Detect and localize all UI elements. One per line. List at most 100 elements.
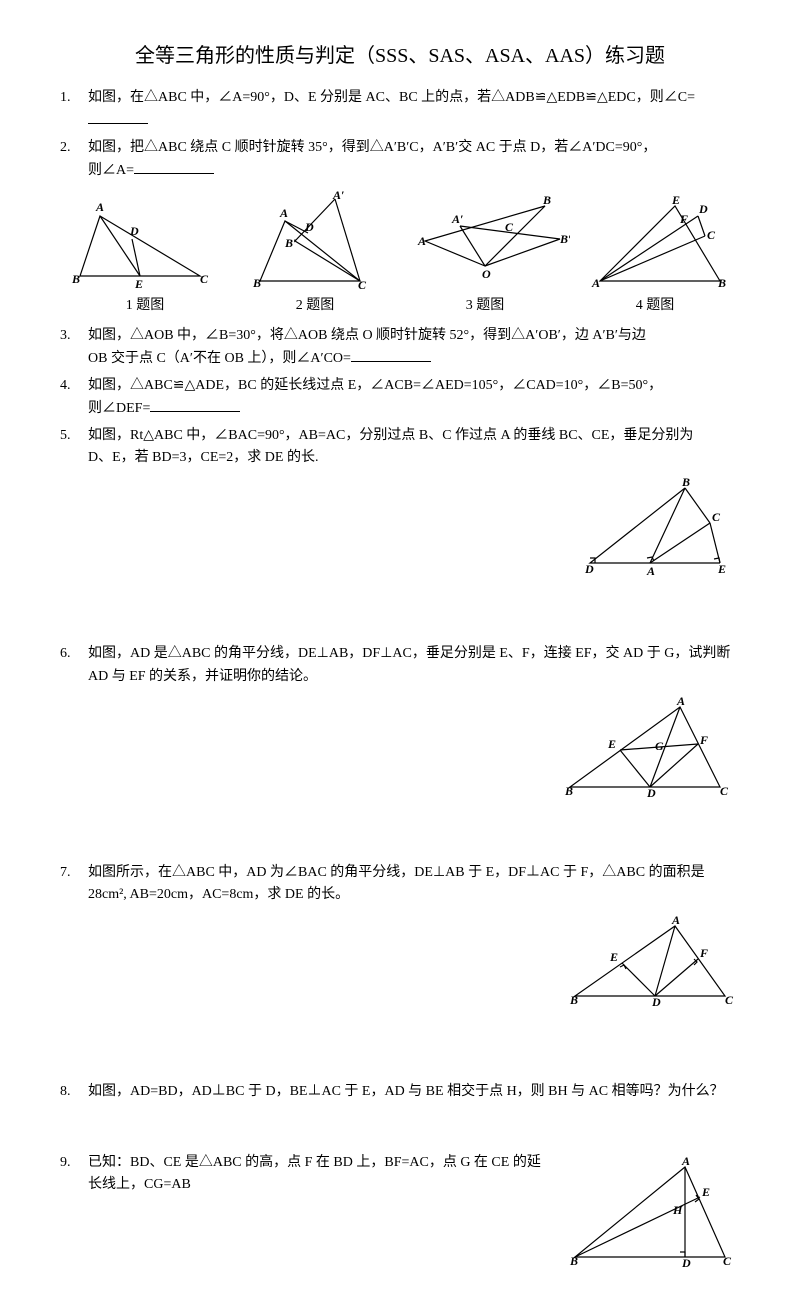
svg-text:G: G bbox=[655, 739, 664, 753]
svg-text:E: E bbox=[717, 562, 726, 576]
svg-text:C: C bbox=[200, 272, 209, 286]
problem-number: 2. bbox=[60, 137, 88, 183]
svg-text:F: F bbox=[699, 733, 708, 747]
problem-number: 3. bbox=[60, 325, 88, 371]
figure-1: A D B E C bbox=[70, 191, 220, 291]
figure-caption: 4 题图 bbox=[636, 295, 675, 317]
svg-text:B′: B′ bbox=[284, 236, 296, 250]
svg-text:B′: B′ bbox=[559, 232, 570, 246]
problem-body: 如图，△ABC≌△ADE，BC 的延长线过点 E，∠ACB=∠AED=105°，… bbox=[88, 378, 662, 393]
problem-number: 6. bbox=[60, 643, 88, 688]
problem-number: 4. bbox=[60, 375, 88, 421]
svg-text:C: C bbox=[358, 278, 367, 291]
figure-7: A B C D E F bbox=[560, 911, 740, 1011]
answer-blank bbox=[150, 397, 240, 412]
svg-text:A′: A′ bbox=[332, 191, 344, 202]
problem-5: 5. 如图，Rt△ABC 中，∠BAC=90°，AB=AC，分别过点 B、C 作… bbox=[60, 425, 740, 470]
problem-body: 如图，把△ABC 绕点 C 顺时针旋转 35°，得到△A′B′C，A′B′交 A… bbox=[88, 140, 656, 155]
problem-number: 1. bbox=[60, 87, 88, 133]
figure-caption: 3 题图 bbox=[466, 295, 505, 317]
problem-text: 如图，Rt△ABC 中，∠BAC=90°，AB=AC，分别过点 B、C 作过点 … bbox=[88, 425, 740, 470]
svg-text:D: D bbox=[698, 202, 708, 216]
svg-text:E: E bbox=[134, 277, 143, 291]
problem-text: 已知：BD、CE 是△ABC 的高，点 F 在 BD 上，BF=AC，点 G 在… bbox=[88, 1152, 550, 1197]
svg-text:B: B bbox=[252, 276, 261, 290]
problem-body: 已知：BD、CE 是△ABC 的高，点 F 在 BD 上，BF=AC，点 G 在… bbox=[88, 1155, 541, 1192]
svg-text:H: H bbox=[672, 1203, 683, 1217]
problem-text: 如图，△AOB 中，∠B=30°，将△AOB 绕点 O 顺时针旋转 52°，得到… bbox=[88, 325, 740, 371]
problem-text: 如图，在△ABC 中，∠A=90°，D、E 分别是 AC、BC 上的点，若△AD… bbox=[88, 87, 740, 133]
svg-text:B: B bbox=[681, 475, 690, 489]
svg-text:D: D bbox=[651, 995, 661, 1009]
svg-text:B: B bbox=[569, 1254, 578, 1268]
svg-text:F: F bbox=[679, 212, 688, 226]
problem-7: 7. 如图所示，在△ABC 中，AD 为∠BAC 的角平分线，DE⊥AB 于 E… bbox=[60, 862, 740, 907]
svg-text:D: D bbox=[584, 562, 594, 576]
caption-row: 1 题图 2 题图 3 题图 4 题图 bbox=[60, 295, 740, 317]
problem-body: 如图，AD=BD，AD⊥BC 于 D，BE⊥AC 于 E，AD 与 BE 相交于… bbox=[88, 1084, 724, 1099]
svg-text:F: F bbox=[699, 946, 708, 960]
answer-blank bbox=[134, 159, 214, 174]
figure-8: A B C D E H bbox=[560, 1152, 740, 1272]
answer-blank bbox=[351, 347, 431, 362]
problem-3: 3. 如图，△AOB 中，∠B=30°，将△AOB 绕点 O 顺时针旋转 52°… bbox=[60, 325, 740, 371]
problem-body: 28cm², AB=20cm，AC=8cm，求 DE 的长。 bbox=[88, 887, 349, 902]
svg-text:A′: A′ bbox=[451, 212, 463, 226]
svg-text:A: A bbox=[671, 913, 680, 927]
svg-text:C: C bbox=[720, 784, 729, 798]
svg-text:B: B bbox=[542, 193, 551, 207]
problem-number: 8. bbox=[60, 1081, 88, 1103]
svg-text:A: A bbox=[95, 200, 104, 214]
problem-body: 则∠DEF= bbox=[88, 401, 150, 416]
svg-text:E: E bbox=[609, 950, 618, 964]
answer-blank bbox=[88, 109, 148, 124]
problem-number: 5. bbox=[60, 425, 88, 470]
problem-text: 如图，把△ABC 绕点 C 顺时针旋转 35°，得到△A′B′C，A′B′交 A… bbox=[88, 137, 740, 183]
svg-text:B: B bbox=[569, 993, 578, 1007]
svg-text:B: B bbox=[71, 272, 80, 286]
problem-body: 如图，Rt△ABC 中，∠BAC=90°，AB=AC，分别过点 B、C 作过点 … bbox=[88, 428, 693, 443]
figure-6: A B C D E F G bbox=[550, 692, 740, 802]
problem-body: OB 交于点 C（A′不在 OB 上），则∠A′CO= bbox=[88, 351, 351, 366]
page-title: 全等三角形的性质与判定（SSS、SAS、ASA、AAS）练习题 bbox=[60, 40, 740, 72]
svg-text:D: D bbox=[304, 220, 314, 234]
svg-text:O: O bbox=[482, 267, 491, 281]
svg-text:A: A bbox=[279, 206, 288, 220]
svg-text:E: E bbox=[701, 1185, 710, 1199]
problem-text: 如图，AD=BD，AD⊥BC 于 D，BE⊥AC 于 E，AD 与 BE 相交于… bbox=[88, 1081, 740, 1103]
svg-text:A: A bbox=[676, 694, 685, 708]
problem-text: 如图，AD 是△ABC 的角平分线，DE⊥AB，DF⊥AC，垂足分别是 E、F，… bbox=[88, 643, 740, 688]
problem-body: 如图所示，在△ABC 中，AD 为∠BAC 的角平分线，DE⊥AB 于 E，DF… bbox=[88, 865, 705, 880]
problem-9: 9. 已知：BD、CE 是△ABC 的高，点 F 在 BD 上，BF=AC，点 … bbox=[60, 1152, 550, 1197]
problem-body: D、E，若 BD=3，CE=2，求 DE 的长. bbox=[88, 450, 318, 465]
figure-2: A A′ D B′ B C bbox=[240, 191, 390, 291]
figure-caption: 1 题图 bbox=[126, 295, 165, 317]
figure-row: A D B E C A A′ D B′ B C O A B A′ B′ C A bbox=[60, 191, 740, 291]
problem-number: 9. bbox=[60, 1152, 88, 1197]
figure-3: O A B A′ B′ C bbox=[410, 191, 570, 281]
svg-text:E: E bbox=[671, 193, 680, 207]
svg-text:C: C bbox=[505, 220, 514, 234]
problem-2: 2. 如图，把△ABC 绕点 C 顺时针旋转 35°，得到△A′B′C，A′B′… bbox=[60, 137, 740, 183]
figure-caption: 2 题图 bbox=[296, 295, 335, 317]
svg-text:C: C bbox=[723, 1254, 732, 1268]
svg-text:B: B bbox=[717, 276, 726, 290]
svg-text:C: C bbox=[725, 993, 734, 1007]
problem-8: 8. 如图，AD=BD，AD⊥BC 于 D，BE⊥AC 于 E，AD 与 BE … bbox=[60, 1081, 740, 1103]
svg-text:A: A bbox=[591, 276, 600, 290]
svg-text:A: A bbox=[417, 234, 426, 248]
svg-text:B: B bbox=[564, 784, 573, 798]
svg-text:A: A bbox=[681, 1154, 690, 1168]
problem-1: 1. 如图，在△ABC 中，∠A=90°，D、E 分别是 AC、BC 上的点，若… bbox=[60, 87, 740, 133]
figure-4: A B C D E F bbox=[590, 191, 730, 291]
svg-text:D: D bbox=[681, 1256, 691, 1270]
problem-body: 则∠A= bbox=[88, 163, 134, 178]
svg-text:A: A bbox=[646, 564, 655, 578]
svg-text:E: E bbox=[607, 737, 616, 751]
problem-number: 7. bbox=[60, 862, 88, 907]
svg-text:D: D bbox=[646, 786, 656, 800]
svg-text:C: C bbox=[707, 228, 716, 242]
svg-text:D: D bbox=[129, 224, 139, 238]
problem-text: 如图所示，在△ABC 中，AD 为∠BAC 的角平分线，DE⊥AB 于 E，DF… bbox=[88, 862, 740, 907]
problem-body: AD 与 EF 的关系，并证明你的结论。 bbox=[88, 669, 317, 684]
